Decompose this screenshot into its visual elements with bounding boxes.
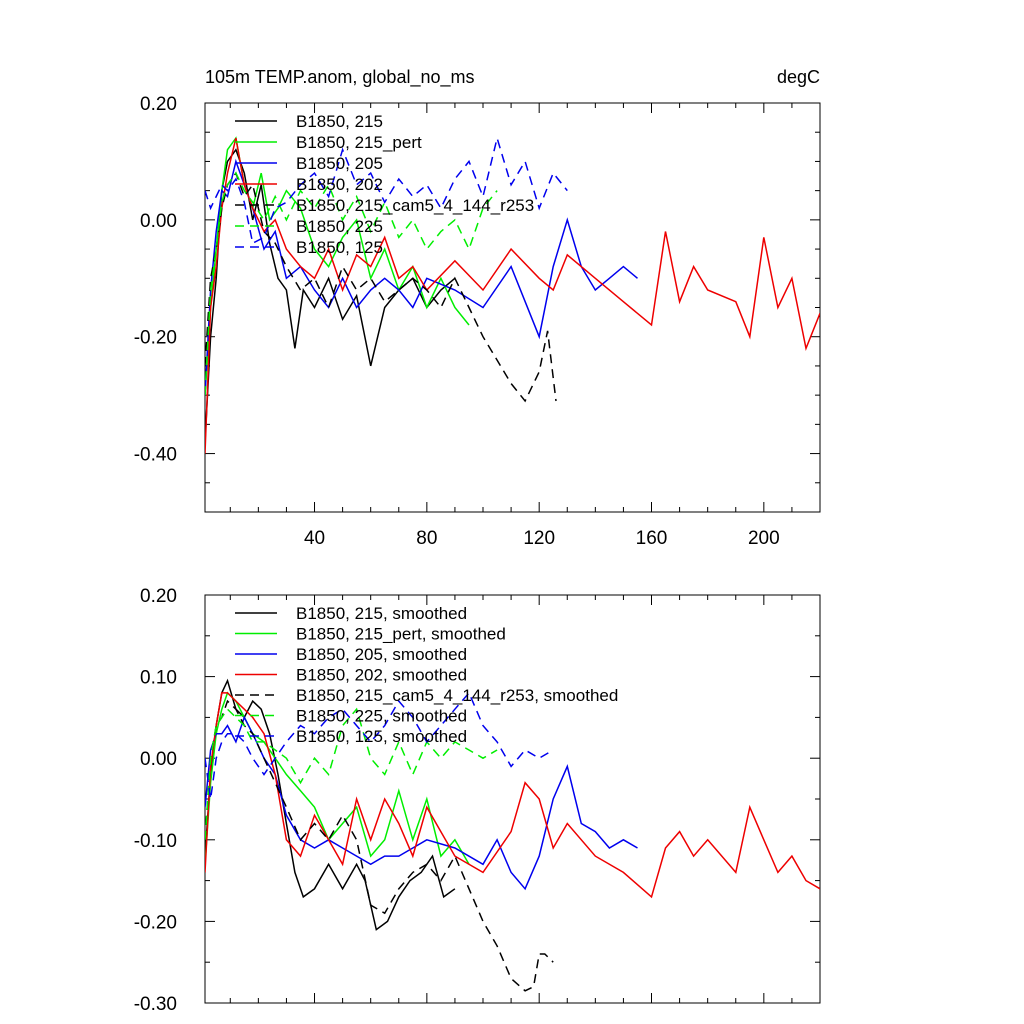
legend-label: B1850, 205, smoothed — [296, 645, 467, 664]
series-line-6 — [205, 707, 498, 840]
legend-label: B1850, 125 — [296, 238, 383, 257]
x-tick-label: 120 — [523, 528, 555, 549]
y-tick-label: 0.00 — [140, 749, 177, 770]
y-tick-label: 0.10 — [140, 668, 177, 689]
x-tick-label: 80 — [416, 528, 437, 549]
series-line-6 — [205, 171, 498, 396]
series-group — [205, 135, 820, 454]
series-line-3 — [205, 158, 638, 396]
legend-label: B1850, 215_cam5_4_144_r253, smoothed — [296, 686, 618, 705]
series-line-7 — [205, 135, 568, 245]
y-tick-label: -0.20 — [134, 328, 177, 349]
x-tick-label: 160 — [636, 528, 668, 549]
legend-label: B1850, 215_pert — [296, 133, 422, 152]
y-tick-label: -0.10 — [134, 831, 177, 852]
y-tick-label: 0.00 — [140, 211, 177, 232]
y-tick-label: -0.20 — [134, 912, 177, 933]
legend-label: B1850, 225, smoothed — [296, 707, 467, 726]
chart-units: degC — [777, 67, 820, 87]
legend-label: B1850, 215, smoothed — [296, 604, 467, 623]
x-tick-label: 200 — [748, 528, 780, 549]
y-tick-label: 0.20 — [140, 586, 177, 607]
legend-label: B1850, 125, smoothed — [296, 727, 467, 746]
y-tick-label: 0.20 — [140, 94, 177, 115]
series-line-1 — [205, 678, 456, 931]
legend-label: B1850, 215_cam5_4_144_r253 — [296, 196, 534, 215]
legend-label: B1850, 225 — [296, 217, 383, 236]
x-tick-label: 40 — [304, 528, 325, 549]
chart-panel-2: 0.20 0.10 0.00 -0.10 -0.20 -0.30 B1850, 215, s… — [134, 586, 821, 1015]
y-tick-label: -0.30 — [134, 994, 177, 1015]
legend-label: B1850, 205 — [296, 154, 383, 173]
y-tick-label: -0.40 — [134, 445, 177, 466]
legend-label: B1850, 202, smoothed — [296, 666, 467, 685]
series-line-2 — [205, 691, 470, 865]
series-line-3 — [205, 715, 638, 891]
series-line-7 — [205, 691, 554, 800]
legend-label: B1850, 215 — [296, 112, 383, 131]
series-line-5 — [205, 699, 554, 992]
legend-label: B1850, 202 — [296, 175, 383, 194]
legend-label: B1850, 215_pert, smoothed — [296, 625, 506, 644]
chart-title: 105m TEMP.anom, global_no_ms — [205, 67, 475, 88]
chart-panel-1: 40 80 120 160 200 0.20 0.00 -0.20 -0.40 105m TEMP… — [134, 67, 821, 549]
